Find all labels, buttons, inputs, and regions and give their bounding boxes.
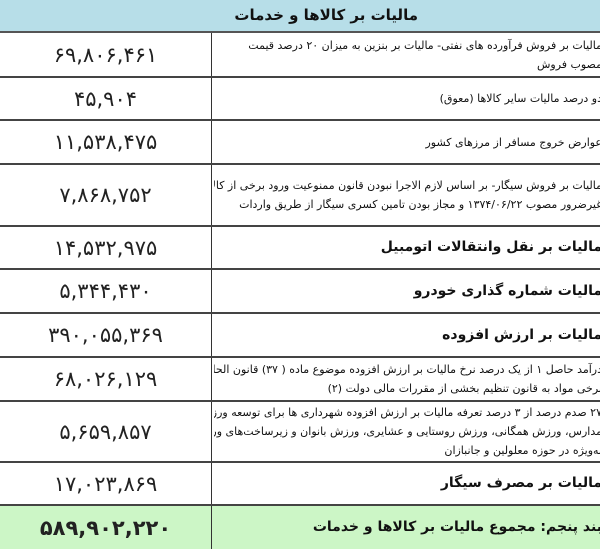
table-row: ۵,۶۵۹,۸۵۷ ۲۷ صدم درصد از ۳ درصد تعرفه مال… (0, 402, 600, 463)
item-description: درآمد حاصل ۱ از یک درصد نرخ مالیات بر ار… (214, 358, 600, 400)
description-line: مدارس، ورزش همگانی، ورزش روستایی و عشایر… (214, 425, 600, 438)
description-line: مالیات بر فروش فرآورده های نفتی- مالیات … (248, 38, 600, 52)
description-line: عوارض خروج مسافر از مرزهای کشور (425, 135, 600, 149)
amount-value: ۱۷,۰۲۳,۸۶۹ (0, 463, 212, 504)
item-description: مالیات بر فروش فرآورده های نفتی- مالیات … (214, 33, 600, 76)
description-line: مالیات بر نقل وانتقالات اتومبیل (380, 239, 600, 255)
table-row: ۶۸,۰۲۶,۱۲۹ درآمد حاصل ۱ از یک درصد نرخ ما… (0, 358, 600, 402)
description-line: مالیات بر فروش سیگار- بر اساس لازم الاجر… (214, 179, 600, 192)
amount-value: ۶۸,۰۲۶,۱۲۹ (0, 358, 212, 400)
item-description: ۲۷ صدم درصد از ۳ درصد تعرفه مالیات بر ار… (214, 402, 600, 461)
table-row: ۶۹,۸۰۶,۴۶۱ مالیات بر فروش فرآورده های نفت… (0, 33, 600, 78)
amount-value: ۱۱,۵۳۸,۴۷۵ (0, 121, 212, 163)
description-line: دو درصد مالیات سایر کالاها (معوق) (439, 92, 600, 105)
item-description: مالیات بر ارزش افزوده (214, 314, 600, 356)
amount-value: ۵,۳۴۴,۴۳۰ (0, 270, 212, 312)
item-description: مالیات بر فروش سیگار- بر اساس لازم الاجر… (214, 165, 600, 225)
description-line: غیرضرور مصوب ۱۳۷۴/۰۶/۲۲ و مجاز بودن تامی… (239, 198, 600, 211)
description-line: مالیات شماره گذاری خودرو (413, 282, 600, 299)
description-line: مصوب فروش (536, 57, 600, 71)
amount-value: ۳۹۰,۰۵۵,۳۶۹ (0, 314, 212, 356)
item-description: دو درصد مالیات سایر کالاها (معوق) (214, 78, 600, 119)
item-description: مالیات بر مصرف سیگار (214, 463, 600, 504)
table-row: ۱۷,۰۲۳,۸۶۹ مالیات بر مصرف سیگار (0, 463, 600, 506)
table-header: مالیات بر کالاها و خدمات (0, 0, 600, 33)
description-line: مالیات بر مصرف سیگار (440, 475, 600, 491)
table-title: مالیات بر کالاها و خدمات (234, 6, 418, 24)
description-line: مالیات بر ارزش افزوده (442, 326, 600, 343)
table-row: ۱۴,۵۳۲,۹۷۵ مالیات بر نقل وانتقالات اتومبی… (0, 227, 600, 270)
item-description: مالیات بر نقل وانتقالات اتومبیل (214, 227, 600, 268)
description-line: برخی مواد به قانون تنظیم بخشی از مقررات … (327, 382, 600, 395)
amount-value: ۴۵,۹۰۴ (0, 78, 212, 119)
amount-value: ۱۴,۵۳۲,۹۷۵ (0, 227, 212, 268)
item-description: عوارض خروج مسافر از مرزهای کشور (214, 121, 600, 163)
total-value: ۵۸۹,۹۰۲,۲۲۰ (0, 506, 212, 549)
total-label-text: بند پنجم: مجموع مالیات بر کالاها و خدمات (312, 519, 600, 535)
amount-value: ۶۹,۸۰۶,۴۶۱ (0, 33, 212, 76)
table-row: ۱۱,۵۳۸,۴۷۵ عوارض خروج مسافر از مرزهای کشو… (0, 121, 600, 165)
table-row: ۳۹۰,۰۵۵,۳۶۹ مالیات بر ارزش افزوده (0, 314, 600, 358)
description-line: به‌ویژه در حوزه معلولین و جانبازان (444, 444, 600, 457)
total-label: بند پنجم: مجموع مالیات بر کالاها و خدمات (214, 506, 600, 549)
description-line: ۲۷ صدم درصد از ۳ درصد تعرفه مالیات بر ار… (214, 406, 600, 419)
table-row: ۴۵,۹۰۴ دو درصد مالیات سایر کالاها (معوق) (0, 78, 600, 121)
description-line: درآمد حاصل ۱ از یک درصد نرخ مالیات بر ار… (214, 363, 600, 376)
item-description: مالیات شماره گذاری خودرو (214, 270, 600, 312)
amount-value: ۵,۶۵۹,۸۵۷ (0, 402, 212, 461)
total-row: ۵۸۹,۹۰۲,۲۲۰ بند پنجم: مجموع مالیات بر کال… (0, 506, 600, 549)
table-row: ۵,۳۴۴,۴۳۰ مالیات شماره گذاری خودرو (0, 270, 600, 314)
amount-value: ۷,۸۶۸,۷۵۲ (0, 165, 212, 225)
table-row: ۷,۸۶۸,۷۵۲ مالیات بر فروش سیگار- بر اساس ل… (0, 165, 600, 227)
